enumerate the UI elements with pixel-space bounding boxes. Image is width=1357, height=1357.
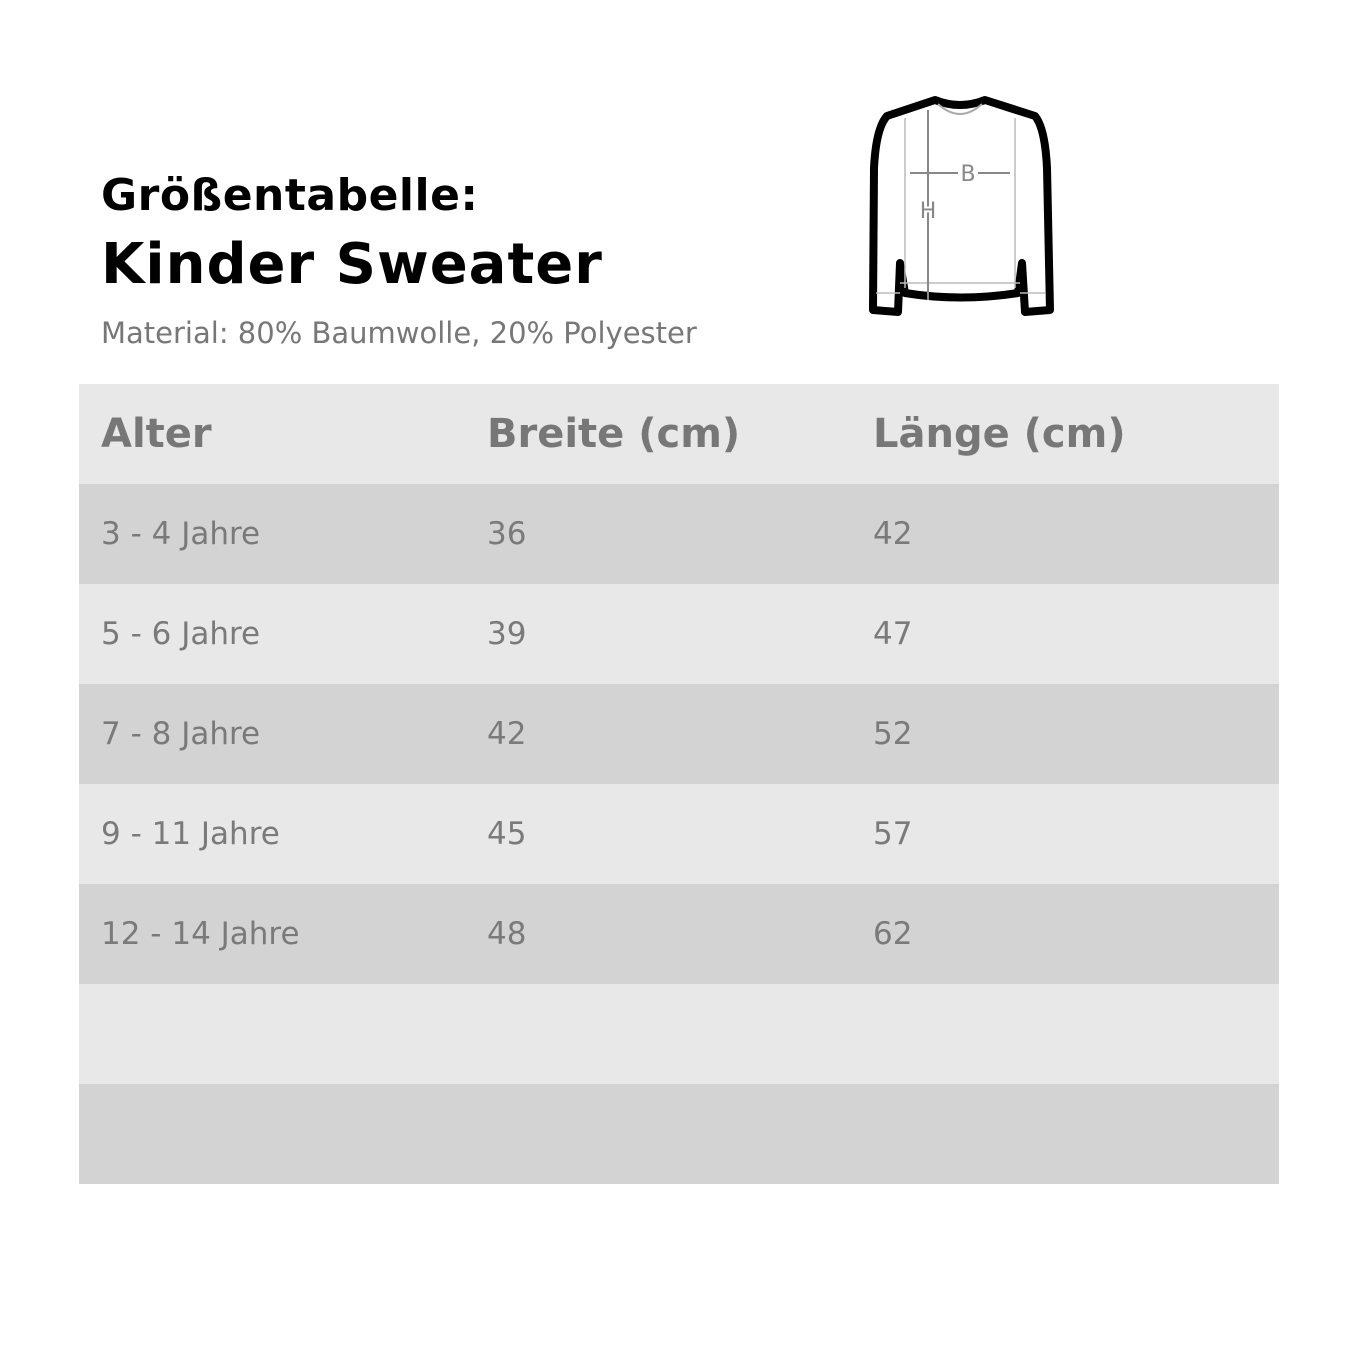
cell-length: 52 xyxy=(873,716,913,752)
cell-age: 12 - 14 Jahre xyxy=(101,916,300,952)
cell-width: 36 xyxy=(487,516,527,552)
cell-length: 47 xyxy=(873,616,913,652)
header-laenge: Länge (cm) xyxy=(873,411,1126,457)
cell-width: 48 xyxy=(487,916,527,952)
size-table: Alter Breite (cm) Länge (cm) 3 - 4 Jahre… xyxy=(79,384,1279,1184)
cell-length: 42 xyxy=(873,516,913,552)
table-row: 9 - 11 Jahre 45 57 xyxy=(79,784,1279,884)
header-breite: Breite (cm) xyxy=(487,411,741,457)
material-info: Material: 80% Baumwolle, 20% Polyester xyxy=(101,316,697,350)
page-title: Kinder Sweater xyxy=(101,232,603,297)
height-label: H xyxy=(920,199,937,224)
table-row: 3 - 4 Jahre 36 42 xyxy=(79,484,1279,584)
sweater-measurement-diagram: B H xyxy=(869,96,1054,316)
table-row-empty xyxy=(79,984,1279,1084)
table-row: 5 - 6 Jahre 39 47 xyxy=(79,584,1279,684)
table-row-empty xyxy=(79,1084,1279,1184)
cell-width: 45 xyxy=(487,816,527,852)
cell-age: 9 - 11 Jahre xyxy=(101,816,280,852)
table-row: 7 - 8 Jahre 42 52 xyxy=(79,684,1279,784)
header-alter: Alter xyxy=(101,411,212,457)
cell-width: 39 xyxy=(487,616,527,652)
cell-length: 57 xyxy=(873,816,913,852)
sweater-outline xyxy=(869,96,1054,316)
width-label: B xyxy=(960,162,975,187)
table-header-row: Alter Breite (cm) Länge (cm) xyxy=(79,384,1279,484)
cell-age: 7 - 8 Jahre xyxy=(101,716,261,752)
cell-width: 42 xyxy=(487,716,527,752)
cell-length: 62 xyxy=(873,916,913,952)
cell-age: 5 - 6 Jahre xyxy=(101,616,261,652)
cell-age: 3 - 4 Jahre xyxy=(101,516,261,552)
title-line-1: Größentabelle: xyxy=(101,170,479,221)
table-row: 12 - 14 Jahre 48 62 xyxy=(79,884,1279,984)
